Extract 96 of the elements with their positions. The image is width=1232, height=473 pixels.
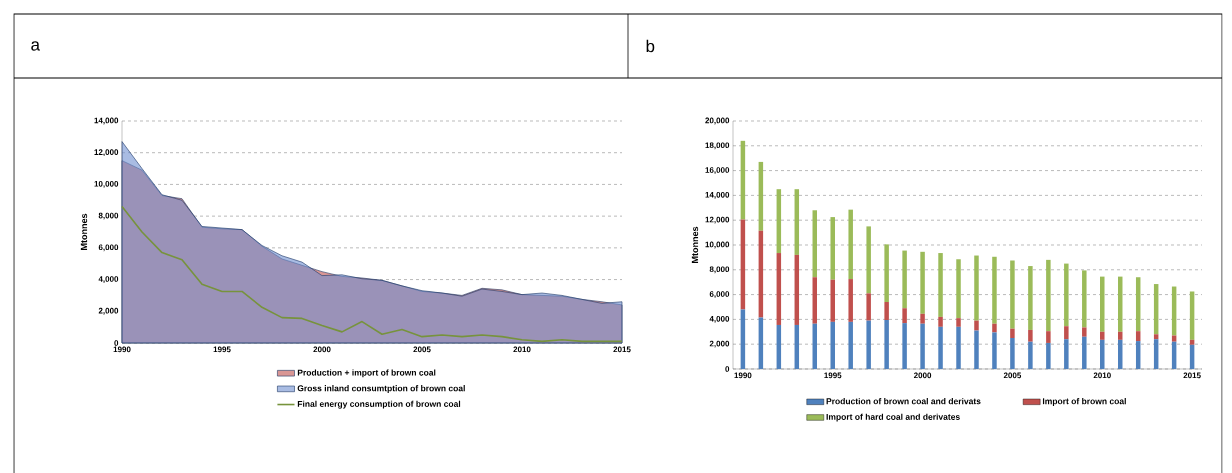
y-tick-label: 20,000 [705,117,730,125]
x-tick-label: 1995 [824,372,842,379]
bar [920,313,925,324]
bar [884,244,889,303]
bar [1010,328,1015,338]
bar [956,259,961,319]
bar [1082,336,1087,369]
y-tick-label: 10,000 [94,181,119,188]
y-tick-label: 0 [725,366,730,372]
bar [1153,339,1159,369]
bar [830,279,835,322]
bar [938,253,943,317]
bar [848,209,853,280]
bar [938,316,943,327]
bar [866,293,871,321]
y-tick-label: 4,000 [709,315,730,323]
bar [1010,337,1015,369]
y-tick-label: 4,000 [98,276,119,283]
chart-title: b [646,39,655,53]
bar [956,318,961,327]
y-axis-title: Mtonnes [691,226,699,263]
legend-label: Final energy consumption of brown coal [297,400,461,409]
bar [848,279,853,322]
y-axis-title: Mtonnes [80,213,88,250]
y-tick-label: 6,000 [709,291,730,298]
bar [866,320,871,369]
bar [974,330,979,369]
bar [920,323,925,369]
bar [992,323,997,333]
bar [974,320,979,331]
y-tick-label: 0 [114,340,119,346]
x-tick-label: 2000 [913,372,932,379]
bar [1153,334,1159,340]
bar [740,309,746,369]
legend-label: Production + import of brown coal [297,369,436,378]
y-tick-label: 14,000 [705,191,730,199]
y-tick-label: 2,000 [709,340,730,348]
bar [1046,331,1051,343]
bar [884,320,889,369]
bar [974,255,979,321]
bar [866,226,871,294]
y-tick-label: 8,000 [709,266,730,274]
y-tick-label: 12,000 [705,216,730,224]
x-tick-label: 2000 [313,346,331,353]
bar [1189,339,1195,345]
x-tick-label: 2015 [613,346,631,353]
bar [1028,266,1033,330]
x-tick-label: 2010 [513,346,531,353]
legend-label: Import of hard coal and derivates [826,413,960,422]
bar [1189,291,1195,340]
bar [884,302,889,321]
y-tick-label: 10,000 [705,241,730,249]
bar [1064,263,1069,327]
bar [1046,342,1051,369]
x-tick-label: 2005 [413,346,431,353]
bar [848,321,853,369]
bar [1135,341,1141,369]
legend-label: Import of brown coal [1042,397,1126,406]
y-tick-label: 8,000 [98,212,119,220]
x-tick-label: 1990 [113,346,131,353]
bar [1100,339,1105,369]
bar [956,326,961,369]
bar [992,256,997,324]
bar [902,250,907,309]
bar [830,217,835,280]
x-tick-label: 2010 [1093,372,1111,379]
x-tick-label: 2005 [1003,372,1022,379]
y-tick-label: 6,000 [98,244,119,252]
bar [902,323,907,369]
bar [920,251,925,314]
bar [1028,329,1033,342]
legend-label: Gross inland consumtption of brown coal [297,385,465,393]
chart-title: a [31,41,40,51]
bar [1082,327,1087,337]
y-tick-label: 14,000 [94,117,119,125]
x-tick-label: 1990 [734,372,752,379]
bar [938,326,943,369]
bar [1064,326,1069,340]
bar [1010,260,1015,329]
bar [830,321,835,369]
bar [902,308,907,324]
bar [1046,259,1051,332]
bar [812,277,818,324]
x-tick-label: 2015 [1183,372,1201,379]
y-tick-label: 18,000 [705,142,730,150]
bar [992,332,997,369]
y-tick-label: 12,000 [94,149,119,157]
y-tick-label: 16,000 [705,167,730,174]
bar [1100,276,1105,332]
x-tick-label: 1995 [213,346,231,353]
y-tick-label: 2,000 [98,307,119,315]
bar [1064,339,1069,369]
bar [1100,331,1105,340]
legend-label: Production of brown coal and derivats [826,397,981,405]
bar [1082,270,1087,328]
bar [1028,341,1033,369]
